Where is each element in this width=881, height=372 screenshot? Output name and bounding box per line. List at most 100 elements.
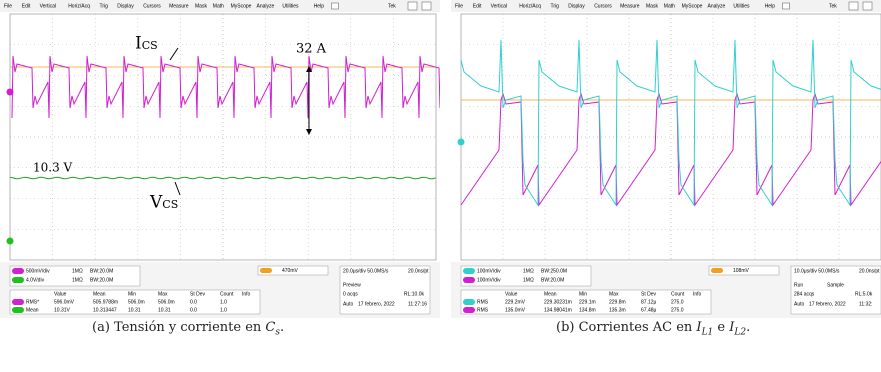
ch-marker xyxy=(458,139,465,146)
meas-cell: 10.31V xyxy=(54,307,71,313)
caption-math: C xyxy=(265,320,275,335)
caption-text: (a) Tensión y corriente en xyxy=(92,320,265,335)
menu-item: Display xyxy=(117,3,134,9)
meas-header: Max xyxy=(609,291,619,297)
meas-header: Mean xyxy=(93,291,106,297)
meas-cell: 229.30231m xyxy=(544,299,572,305)
meas-badge xyxy=(12,307,24,313)
meas-cell: 229.2mV xyxy=(505,299,526,305)
timebase: 10.0μs/div 50.0MS/s xyxy=(794,268,840,274)
menu-item: Display xyxy=(568,3,585,9)
meas-cell: 134.98041m xyxy=(544,307,572,313)
acq-date: 11:27:16 xyxy=(408,301,427,307)
meas-cell: 229.8m xyxy=(609,299,626,305)
menu-item: Analyze xyxy=(257,3,275,9)
menu-item: MyScope xyxy=(682,3,703,9)
annotation-sub: CS xyxy=(142,39,158,52)
meas-cell: 1.0 xyxy=(220,299,227,305)
meas-cell: RMS* xyxy=(26,299,39,305)
channel-badge xyxy=(463,277,475,283)
channel-scale: 500mV/div xyxy=(26,268,50,274)
acq-status: Sample xyxy=(827,282,844,288)
channel-scale: 4.0V/div xyxy=(26,277,45,283)
trigger-level-label: 108mV xyxy=(733,268,750,274)
channel-badge xyxy=(463,268,475,274)
meas-cell: 134.8m xyxy=(579,307,596,313)
caption-math-sub: L1 xyxy=(702,328,714,338)
meas-cell: 135.0mV xyxy=(505,307,526,313)
menu-item: Mask xyxy=(646,3,658,9)
menu-item: Utilities xyxy=(282,3,299,9)
caption-text: . xyxy=(280,320,284,335)
trigger-level-label: 470mV xyxy=(282,268,299,274)
menu-dropdown xyxy=(332,3,339,9)
window-btn xyxy=(863,2,872,10)
menu-item: Edit xyxy=(22,3,31,9)
meas-cell: 10.313447 xyxy=(93,307,117,313)
menu-item: Cursors xyxy=(594,3,612,9)
acq-status: RL:10.0k xyxy=(404,291,425,297)
acq-status: Run xyxy=(794,282,803,288)
menu-dropdown xyxy=(783,3,790,9)
caption: (a) Tensión y corriente en Cs. xyxy=(92,320,284,338)
meas-badge xyxy=(463,299,475,305)
channel-bw: BW:20.0M xyxy=(541,277,564,283)
channel-bw: BW:250.0M xyxy=(541,268,567,274)
menu-item: Cursors xyxy=(143,3,161,9)
channel-scale: 100mV/div xyxy=(477,268,501,274)
meas-cell: 10.31 xyxy=(158,307,171,313)
ch-marker xyxy=(7,238,14,245)
meas-cell: 505.9788m xyxy=(93,299,118,305)
trigger-badge xyxy=(260,268,272,273)
meas-cell: 0.0 xyxy=(190,299,197,305)
menu-item: Math xyxy=(664,3,675,9)
menu-item: File xyxy=(455,3,463,9)
window-btn xyxy=(422,2,431,10)
channel-impedance: 1MΩ xyxy=(72,277,83,283)
annotation-sub: CS xyxy=(162,198,178,211)
meas-cell: 0.0 xyxy=(190,307,197,313)
meas-cell: 275.0 xyxy=(671,307,684,313)
meas-cell: 1.0 xyxy=(220,307,227,313)
acq-date: Auto xyxy=(343,301,354,307)
acq-status: RL:5.0k xyxy=(855,291,873,297)
meas-header: Value xyxy=(505,291,518,297)
caption-text: . xyxy=(746,320,750,335)
annotation: 32 A xyxy=(296,42,327,57)
menu-item: Horiz/Acq xyxy=(68,3,90,9)
timebase: 20.0μs/div 50.0MS/s xyxy=(343,268,389,274)
menu-item: Vertical xyxy=(491,3,507,9)
timebase: 20.0ns/pt xyxy=(859,268,880,274)
window-btn xyxy=(408,2,417,10)
caption-text: e xyxy=(713,320,729,335)
meas-cell: 67.48μ xyxy=(641,307,657,313)
acq-status: 0 acqs xyxy=(343,291,358,297)
meas-header: Mean xyxy=(544,291,557,297)
meas-cell: 506.0m xyxy=(128,299,145,305)
annotation: 10.3 V xyxy=(33,161,73,175)
menu-item: Measure xyxy=(169,3,189,9)
meas-cell: 135.3m xyxy=(609,307,626,313)
acq-date: 17 febrero, 2022 xyxy=(358,301,395,307)
menu-item: MyScope xyxy=(231,3,252,9)
menu-item: Utilities xyxy=(733,3,750,9)
meas-cell: 229.1m xyxy=(579,299,596,305)
channel-scale: 100mV/div xyxy=(477,277,501,283)
meas-header: Count xyxy=(220,291,234,297)
menu-item: Vertical xyxy=(40,3,56,9)
menu-item: Help xyxy=(765,3,776,9)
channel-badge xyxy=(12,277,24,283)
caption: (b) Corrientes AC en IL1 e IL2. xyxy=(556,320,750,338)
meas-header: St Dev xyxy=(641,291,657,297)
figure: FileEditVerticalHoriz/AcqTrigDisplayCurs… xyxy=(0,0,881,372)
window-btn xyxy=(849,2,858,10)
caption-text: (b) Corrientes AC en xyxy=(556,320,696,335)
meas-cell: 275.0 xyxy=(671,299,684,305)
menu-item: Measure xyxy=(620,3,640,9)
meas-cell: RMS xyxy=(477,299,489,305)
acq-status: 284 acqs xyxy=(794,291,815,297)
meas-header: Max xyxy=(158,291,168,297)
meas-header: Info xyxy=(693,291,702,297)
meas-cell: 10.31 xyxy=(128,307,141,313)
